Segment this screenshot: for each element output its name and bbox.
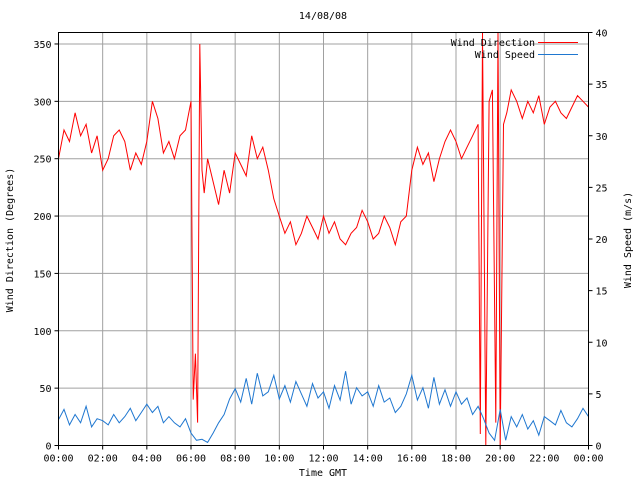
y-right-tick-label: 30: [596, 132, 608, 143]
y-right-tick-label: 0: [596, 442, 602, 453]
y-left-tick-label: 250: [33, 155, 51, 166]
y-left-tick-label: 350: [33, 40, 51, 51]
y-left-tick-label: 150: [33, 269, 51, 280]
y-right-tick-label: 15: [596, 287, 608, 298]
x-tick-label: 02:00: [88, 454, 118, 465]
legend: Wind Direction Wind Speed: [451, 38, 578, 61]
x-axis-label: Time GMT: [299, 468, 347, 479]
x-tick-label: 00:00: [573, 454, 603, 465]
x-tick-label: 20:00: [485, 454, 515, 465]
x-tick-label: 00:00: [43, 454, 73, 465]
x-tick-label: 06:00: [176, 454, 206, 465]
legend-label-wind-direction: Wind Direction: [451, 38, 535, 49]
x-tick-label: 12:00: [308, 454, 338, 465]
y-left-tick-label: 0: [45, 442, 51, 453]
series-line-wind-direction: [58, 32, 589, 446]
chart-title: 14/08/08: [299, 11, 347, 22]
x-tick-label: 04:00: [132, 454, 162, 465]
series-layer: [58, 32, 589, 446]
y-right-tick-label: 10: [596, 338, 608, 349]
y-right-tick-label: 35: [596, 80, 608, 91]
legend-label-wind-speed: Wind Speed: [475, 50, 535, 61]
y-right-tick-label: 20: [596, 235, 608, 246]
x-tick-label: 14:00: [353, 454, 383, 465]
y-left-tick-label: 200: [33, 212, 51, 223]
y-left-tick-label: 100: [33, 327, 51, 338]
y-right-tick-label: 40: [596, 29, 608, 40]
x-tick-label: 22:00: [529, 454, 559, 465]
x-tick-label: 08:00: [220, 454, 250, 465]
y-left-tick-label: 50: [39, 384, 51, 395]
x-tick-label: 16:00: [397, 454, 427, 465]
grid: [58, 32, 589, 446]
y-right-tick-label: 25: [596, 183, 608, 194]
x-tick-label: 18:00: [441, 454, 471, 465]
y-axis-label-left: Wind Direction (Degrees): [5, 168, 16, 313]
y-left-tick-label: 300: [33, 97, 51, 108]
y-right-tick-label: 5: [596, 390, 602, 401]
y-axis-label-right: Wind Speed (m/s): [623, 192, 634, 288]
x-tick-label: 10:00: [264, 454, 294, 465]
series-line-wind-speed: [58, 371, 589, 444]
axis-ticks: 00:00 02:00 04:00 06:00 08:00 10:00 12:00 14:00…: [33, 29, 607, 465]
